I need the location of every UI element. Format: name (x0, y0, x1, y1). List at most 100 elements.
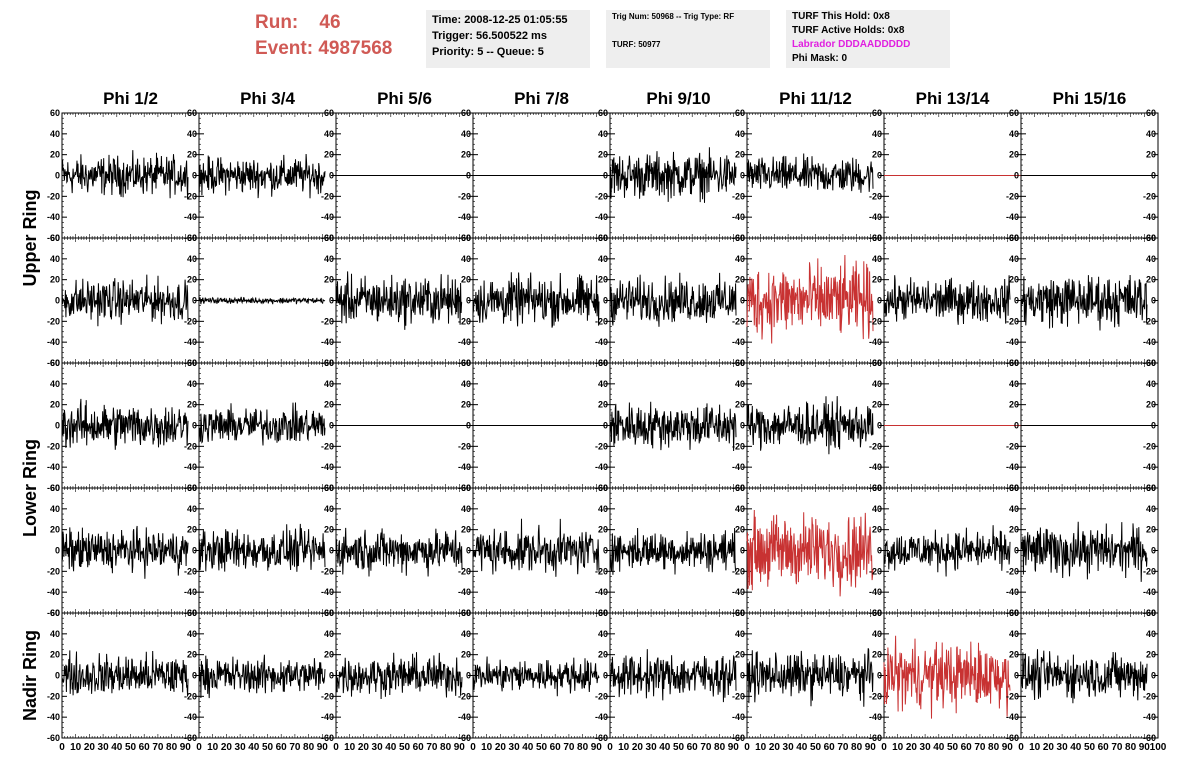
y-tick-label: -20 (595, 566, 608, 576)
y-tick-label: -40 (869, 212, 882, 222)
y-tick-label: 60 (50, 233, 60, 243)
column-header: Phi 13/14 (916, 89, 990, 108)
waveform-trace (198, 402, 326, 446)
y-tick-label: 60 (187, 108, 197, 118)
y-tick-label: -40 (869, 587, 882, 597)
y-tick-label: 40 (187, 129, 197, 139)
y-tick-label: 0 (1014, 171, 1019, 181)
waveform-trace (61, 398, 189, 450)
y-tick-label: 20 (872, 275, 882, 285)
y-tick-label: -40 (595, 462, 608, 472)
y-tick-label: -20 (458, 566, 471, 576)
y-tick-label: -60 (47, 608, 60, 618)
y-tick-label: 40 (50, 379, 60, 389)
y-tick-label: 0 (466, 546, 471, 556)
y-tick-label: -40 (321, 212, 334, 222)
time-text: Time: 2008-12-25 01:05:55 (432, 14, 568, 26)
waveform-trace (609, 527, 737, 575)
y-tick-label: 0 (603, 546, 608, 556)
y-tick-label: -40 (732, 337, 745, 347)
column-header: Phi 11/12 (779, 89, 852, 108)
y-tick-label: 0 (740, 171, 745, 181)
y-tick-label: 0 (192, 546, 197, 556)
y-tick-label: -20 (869, 441, 882, 451)
run-event-box: Run: 46 Event: 4987568 (255, 10, 392, 62)
y-tick-label: 20 (1009, 275, 1019, 285)
y-tick-label: 40 (50, 629, 60, 639)
y-tick-label: -40 (321, 462, 334, 472)
y-tick-label: 60 (187, 358, 197, 368)
y-tick-label: -40 (184, 712, 197, 722)
y-tick-label: 0 (192, 671, 197, 681)
y-tick-label: -20 (458, 191, 471, 201)
y-tick-label: 20 (1009, 400, 1019, 410)
y-tick-label: 40 (735, 504, 745, 514)
y-tick-label: 40 (598, 504, 608, 514)
y-tick-label: -20 (1006, 191, 1019, 201)
y-tick-label: 20 (1146, 275, 1156, 285)
y-tick-label: 20 (735, 525, 745, 535)
y-tick-label: 40 (1009, 504, 1019, 514)
y-tick-label: -40 (458, 337, 471, 347)
waveform-trace (746, 254, 874, 344)
y-tick-label: -20 (595, 191, 608, 201)
y-tick-label: 20 (598, 400, 608, 410)
y-tick-label: 0 (740, 296, 745, 306)
trig-info-box: Trig Num: 50968 -- Trig Type: RF TURF: 5… (606, 10, 770, 68)
y-tick-label: 0 (55, 546, 60, 556)
y-tick-label: -20 (869, 191, 882, 201)
y-tick-label: 60 (1146, 483, 1156, 493)
y-tick-label: 20 (187, 400, 197, 410)
y-tick-label: 40 (872, 379, 882, 389)
y-tick-label: -40 (869, 337, 882, 347)
y-tick-label: 40 (50, 504, 60, 514)
y-tick-label: -20 (595, 441, 608, 451)
trig-num-text: Trig Num: 50968 -- Trig Type: RF (612, 12, 735, 21)
y-tick-label: -40 (1143, 462, 1156, 472)
y-tick-label: 40 (735, 254, 745, 264)
y-tick-label: -20 (732, 191, 745, 201)
turf-text: TURF: 50977 (612, 40, 661, 49)
waveform-trace (61, 650, 189, 697)
y-tick-label: 60 (872, 108, 882, 118)
y-tick-label: -40 (47, 212, 60, 222)
y-tick-label: 20 (50, 400, 60, 410)
y-tick-label: 60 (872, 483, 882, 493)
y-tick-label: 0 (466, 296, 471, 306)
y-tick-label: 0 (329, 546, 334, 556)
y-tick-label: 0 (877, 296, 882, 306)
y-tick-label: 0 (55, 671, 60, 681)
y-tick-label: 0 (1151, 546, 1156, 556)
y-tick-label: -40 (184, 212, 197, 222)
y-tick-label: 0 (1014, 546, 1019, 556)
y-tick-label: 20 (872, 150, 882, 160)
y-tick-label: 0 (192, 171, 197, 181)
y-tick-label: 40 (461, 379, 471, 389)
y-tick-label: 40 (187, 379, 197, 389)
y-tick-label: 20 (1009, 525, 1019, 535)
y-tick-label: 20 (50, 275, 60, 285)
y-tick-label: 40 (1009, 379, 1019, 389)
y-tick-label: 60 (872, 233, 882, 243)
y-tick-label: -40 (458, 212, 471, 222)
y-tick-label: 20 (187, 150, 197, 160)
y-tick-label: -20 (1143, 191, 1156, 201)
y-tick-label: 20 (461, 525, 471, 535)
y-tick-label: -40 (732, 462, 745, 472)
y-tick-label: 0 (603, 171, 608, 181)
y-tick-label: -60 (47, 733, 60, 743)
y-tick-label: -40 (47, 462, 60, 472)
waveform-trace (746, 153, 874, 193)
y-tick-label: 0 (55, 171, 60, 181)
ring-label: Upper Ring (20, 190, 40, 287)
turf-this-hold-text: TURF This Hold: 0x8 (792, 11, 890, 22)
y-tick-label: -20 (184, 566, 197, 576)
y-tick-label: 40 (598, 129, 608, 139)
y-tick-label: -20 (47, 441, 60, 451)
y-tick-label: -40 (1143, 587, 1156, 597)
y-tick-label: 20 (50, 650, 60, 660)
y-tick-label: 60 (187, 483, 197, 493)
waveform-trace (1020, 274, 1148, 331)
y-tick-label: -20 (321, 566, 334, 576)
y-tick-label: -40 (869, 462, 882, 472)
